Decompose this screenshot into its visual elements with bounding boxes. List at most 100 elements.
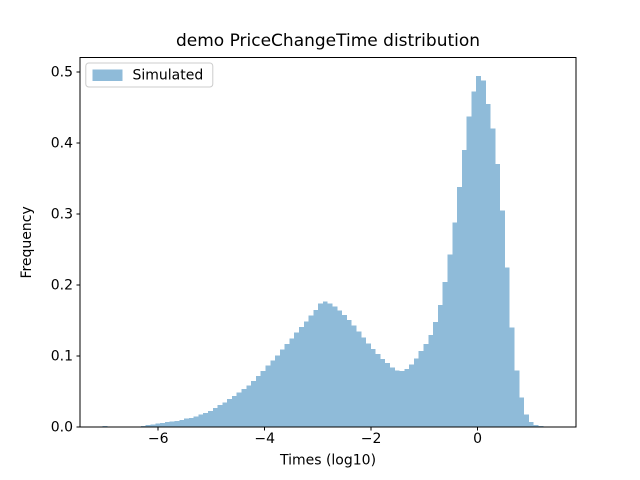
histogram-bar <box>375 353 381 428</box>
histogram-bar <box>327 303 333 428</box>
histogram-bar <box>145 425 151 428</box>
legend-swatch <box>92 69 123 81</box>
histogram-bar <box>394 370 400 428</box>
histogram-bar <box>342 314 347 428</box>
histogram-bar <box>481 80 486 428</box>
y-tick-label: 0.0 <box>51 420 73 436</box>
y-tick-label: 0.2 <box>51 278 73 294</box>
histogram-bar <box>270 360 276 428</box>
histogram-bar <box>447 254 453 428</box>
histogram-bar <box>418 351 424 428</box>
histogram-bar <box>198 414 204 428</box>
histogram-bar <box>188 417 194 428</box>
histogram-bar <box>299 326 304 428</box>
histogram-bar <box>164 422 170 428</box>
histogram-bar <box>160 422 165 428</box>
histogram-bar <box>490 128 496 428</box>
histogram-bar <box>289 338 295 428</box>
y-tick-label: 0.5 <box>51 64 73 80</box>
histogram-bar <box>504 267 510 428</box>
y-tick-label: 0.3 <box>51 206 73 222</box>
histogram-bar <box>466 116 472 428</box>
histogram-bar <box>308 315 314 428</box>
histogram-bar <box>203 412 208 428</box>
histogram-bar <box>169 421 175 428</box>
histogram-bar <box>413 358 419 428</box>
histogram-bar <box>461 150 467 428</box>
histogram-bar <box>184 418 189 428</box>
histogram-bar <box>399 371 405 428</box>
y-tick-label: 0.4 <box>51 135 73 151</box>
histogram-bar <box>193 416 199 428</box>
histogram-bar <box>442 282 448 428</box>
histogram-bar <box>437 304 443 428</box>
histogram-bar <box>236 392 242 428</box>
histogram-bar <box>150 424 156 428</box>
histogram-bars <box>102 76 549 428</box>
histogram-bar <box>356 331 362 428</box>
histogram-bar <box>390 367 395 428</box>
histogram-bar <box>275 355 280 428</box>
histogram-bar <box>303 321 309 428</box>
histogram-bar <box>471 91 477 428</box>
histogram-bar <box>500 210 505 428</box>
histogram-bar <box>380 358 386 428</box>
histogram-bar <box>207 410 213 428</box>
histogram-bar <box>409 364 414 428</box>
histogram-bar <box>265 365 271 428</box>
histogram-bar <box>538 425 544 428</box>
histogram-bar <box>246 385 252 428</box>
histogram-bar <box>174 420 180 428</box>
histogram-bar <box>514 370 520 428</box>
y-axis-ticks: 0.0 0.1 0.2 0.3 0.4 0.5 <box>51 64 80 436</box>
histogram-bar <box>222 402 228 428</box>
histogram-bar <box>337 310 343 428</box>
histogram-bar <box>519 397 525 428</box>
histogram-bar <box>284 344 290 428</box>
histogram-bar <box>318 303 323 428</box>
x-axis-label: Times (log10) <box>279 453 376 469</box>
axes-frame <box>79 57 577 428</box>
histogram-bar <box>279 349 285 428</box>
histogram-bar <box>485 103 491 428</box>
histogram-bar <box>294 332 299 428</box>
legend: Simulated <box>85 62 214 88</box>
histogram-bar <box>102 425 108 428</box>
histogram-bar <box>217 405 223 428</box>
histogram-bar <box>140 425 146 428</box>
chart-title: demo PriceChangeTime distribution <box>176 31 480 51</box>
histogram-bar <box>385 363 390 428</box>
histogram-bar <box>428 334 434 428</box>
histogram-bar <box>457 186 462 428</box>
histogram-bar <box>452 222 458 428</box>
histogram-bar <box>433 322 438 428</box>
x-axis-ticks: −6 −4 −2 0 <box>148 427 482 447</box>
histogram-bar <box>404 368 410 428</box>
histogram-bar <box>423 344 429 428</box>
histogram-bar <box>476 76 481 428</box>
histogram-bar <box>533 425 539 428</box>
histogram-bar <box>260 371 266 428</box>
x-tick-label: −2 <box>361 431 382 447</box>
y-tick-label: 0.1 <box>51 349 73 365</box>
x-tick-label: 0 <box>473 431 482 447</box>
histogram-bar <box>212 408 218 428</box>
histogram-bar <box>241 388 247 428</box>
histogram-bar <box>251 381 256 428</box>
histogram-bar <box>155 423 161 428</box>
histogram-bar <box>509 327 515 428</box>
legend-label: Simulated <box>133 68 204 84</box>
histogram-bar <box>370 349 376 428</box>
histogram-bar <box>366 343 371 428</box>
histogram-bar <box>351 325 357 428</box>
histogram-bar <box>313 309 319 428</box>
histogram-bar <box>179 420 185 428</box>
y-axis-label: Frequency <box>19 206 35 278</box>
x-tick-label: −6 <box>148 431 169 447</box>
x-tick-label: −4 <box>254 431 275 447</box>
histogram-bar <box>524 414 529 428</box>
histogram-bar <box>528 422 534 428</box>
histogram-bar <box>332 306 338 428</box>
